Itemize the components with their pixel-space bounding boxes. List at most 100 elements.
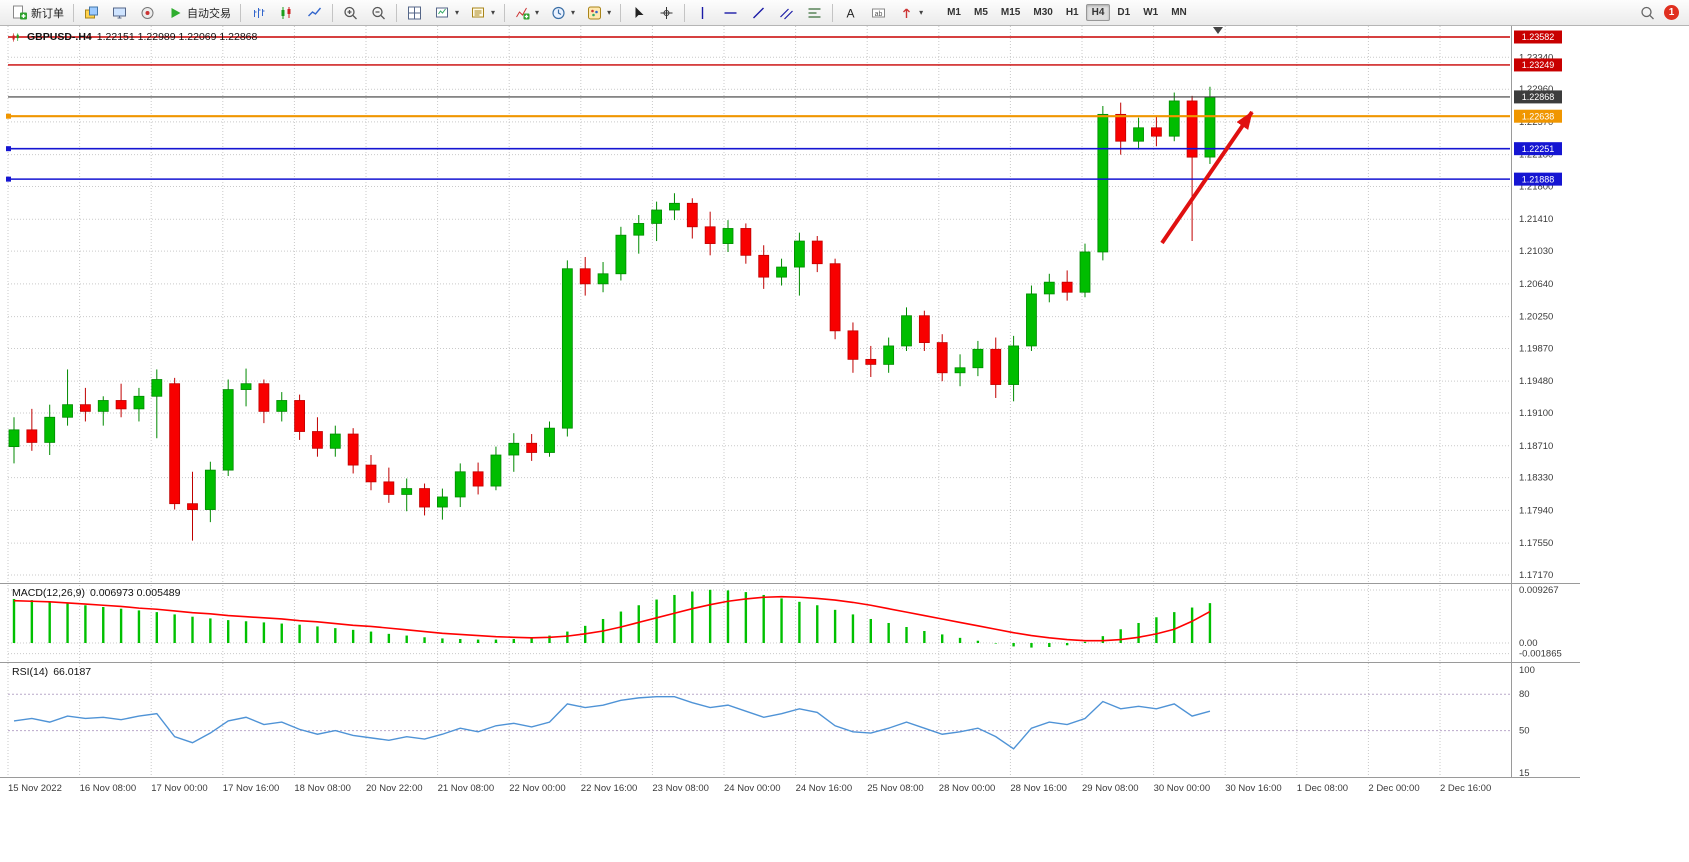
toolbar-separator [684, 3, 686, 22]
toolbar: 新订单 自动交易 A ab M1 M5 M15 M30 H1 H4 D1 W1 … [0, 0, 1689, 26]
toolbar-separator [832, 3, 834, 22]
tab-timeframe-h4[interactable]: H4 [1085, 4, 1111, 21]
fibonacci-button[interactable] [801, 2, 828, 24]
svg-text:2 Dec 16:00: 2 Dec 16:00 [1440, 783, 1491, 794]
notification-badge[interactable]: 1 [1664, 5, 1679, 20]
templates-button[interactable] [581, 2, 616, 24]
new-chart-icon [434, 5, 451, 21]
cursor-icon [630, 5, 647, 21]
bar-chart-button[interactable] [245, 2, 272, 24]
text-label-button[interactable]: ab [865, 2, 892, 24]
tab-timeframe-m1[interactable]: M1 [947, 7, 961, 18]
periods-button[interactable] [545, 2, 580, 24]
svg-text:17 Nov 16:00: 17 Nov 16:00 [223, 783, 280, 794]
candlestick-series[interactable] [8, 86, 1216, 541]
line-chart-button[interactable] [301, 2, 328, 24]
svg-text:1.17940: 1.17940 [1519, 505, 1553, 516]
svg-text:17 Nov 00:00: 17 Nov 00:00 [151, 783, 208, 794]
svg-text:15: 15 [1519, 768, 1530, 779]
crosshair-icon [658, 5, 675, 21]
candle [383, 481, 395, 495]
candle [883, 345, 895, 365]
tab-timeframe-m5[interactable]: M5 [974, 7, 988, 18]
svg-text:22 Nov 16:00: 22 Nov 16:00 [581, 783, 638, 794]
profiles-button[interactable] [465, 2, 500, 24]
candle [972, 348, 984, 369]
price-badge [1514, 172, 1562, 186]
annotation-arrow[interactable] [1160, 110, 1254, 245]
tab-timeframe-w1[interactable]: W1 [1143, 7, 1159, 18]
candle [633, 223, 645, 236]
tab-timeframe-h1[interactable]: H1 [1065, 7, 1079, 18]
zoom-in-button[interactable] [337, 2, 364, 24]
layers-button[interactable] [78, 2, 105, 24]
candle [615, 234, 627, 275]
candle [401, 488, 413, 495]
price-badge [1514, 109, 1562, 123]
horizontal-line-button[interactable] [717, 2, 744, 24]
svg-text:1.21800: 1.21800 [1519, 182, 1553, 193]
indicators-icon [514, 5, 531, 21]
svg-text:1.22868: 1.22868 [1522, 92, 1555, 102]
candle [740, 228, 752, 256]
cursor-button[interactable] [625, 2, 652, 24]
crosshair-button[interactable] [653, 2, 680, 24]
data-window-button[interactable] [134, 2, 161, 24]
channel-icon [778, 5, 795, 21]
text-icon: A [842, 5, 859, 21]
text-tool-button[interactable]: A [837, 2, 864, 24]
vertical-line-button[interactable] [689, 2, 716, 24]
svg-text:-0.001865: -0.001865 [1519, 649, 1562, 660]
chart-shift-marker [1213, 27, 1223, 34]
candle [561, 268, 573, 429]
new-order-button[interactable]: 新订单 [6, 2, 69, 24]
market-watch-button[interactable] [106, 2, 133, 24]
svg-text:1.23340: 1.23340 [1519, 52, 1553, 63]
tab-timeframe-m30[interactable]: M30 [1033, 7, 1053, 18]
channel-button[interactable] [773, 2, 800, 24]
candle [508, 442, 520, 456]
candlestick-chart-button[interactable] [273, 2, 300, 24]
candle [1151, 127, 1162, 137]
auto-trading-button[interactable]: 自动交易 [162, 2, 236, 24]
search-icon[interactable] [1639, 5, 1656, 21]
symbol-period-label: GBPUSD-.H4 [27, 31, 92, 43]
tab-timeframe-d1[interactable]: D1 [1117, 7, 1131, 18]
svg-text:1.21030: 1.21030 [1519, 246, 1553, 257]
svg-text:100: 100 [1519, 665, 1535, 676]
svg-text:1.22960: 1.22960 [1519, 84, 1553, 95]
new-chart-button[interactable] [429, 2, 464, 24]
svg-text:1.19870: 1.19870 [1519, 343, 1553, 354]
candle [1026, 293, 1037, 347]
panel-borders [0, 25, 1580, 778]
tab-timeframe-m15[interactable]: M15 [1000, 7, 1021, 18]
candle [329, 433, 341, 449]
arrows-tool-button[interactable] [893, 2, 928, 24]
svg-text:16 Nov 08:00: 16 Nov 08:00 [80, 783, 137, 794]
svg-text:21 Nov 08:00: 21 Nov 08:00 [438, 783, 495, 794]
indicators-button[interactable] [509, 2, 544, 24]
macd-indicator-label: MACD(12,26,9) 0.006973 0.005489 [12, 587, 180, 599]
svg-text:80: 80 [1519, 689, 1530, 700]
svg-text:28 Nov 16:00: 28 Nov 16:00 [1010, 783, 1067, 794]
candle [758, 254, 770, 278]
candle [1168, 100, 1180, 137]
candle [454, 471, 466, 498]
tab-timeframe-mn[interactable]: MN [1171, 7, 1187, 18]
candle [347, 433, 359, 466]
candle [579, 268, 591, 285]
toolbar-separator [240, 3, 241, 22]
candle [1115, 113, 1127, 142]
zoom-out-button[interactable] [365, 2, 392, 24]
svg-text:1.17550: 1.17550 [1519, 538, 1553, 549]
trendline-button[interactable] [745, 2, 772, 24]
price-badge [1514, 90, 1562, 104]
templates-icon [586, 5, 603, 21]
trend-arrow[interactable] [1160, 110, 1254, 245]
horizontal-level-lines[interactable] [6, 36, 1510, 182]
tile-windows-button[interactable] [401, 2, 428, 24]
candle [44, 416, 56, 443]
candle [151, 379, 163, 397]
svg-text:1.19480: 1.19480 [1519, 376, 1553, 387]
